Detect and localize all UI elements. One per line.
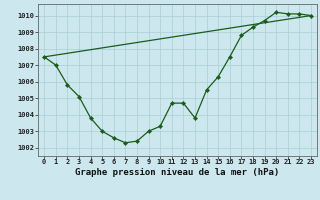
X-axis label: Graphe pression niveau de la mer (hPa): Graphe pression niveau de la mer (hPa) [76, 168, 280, 177]
